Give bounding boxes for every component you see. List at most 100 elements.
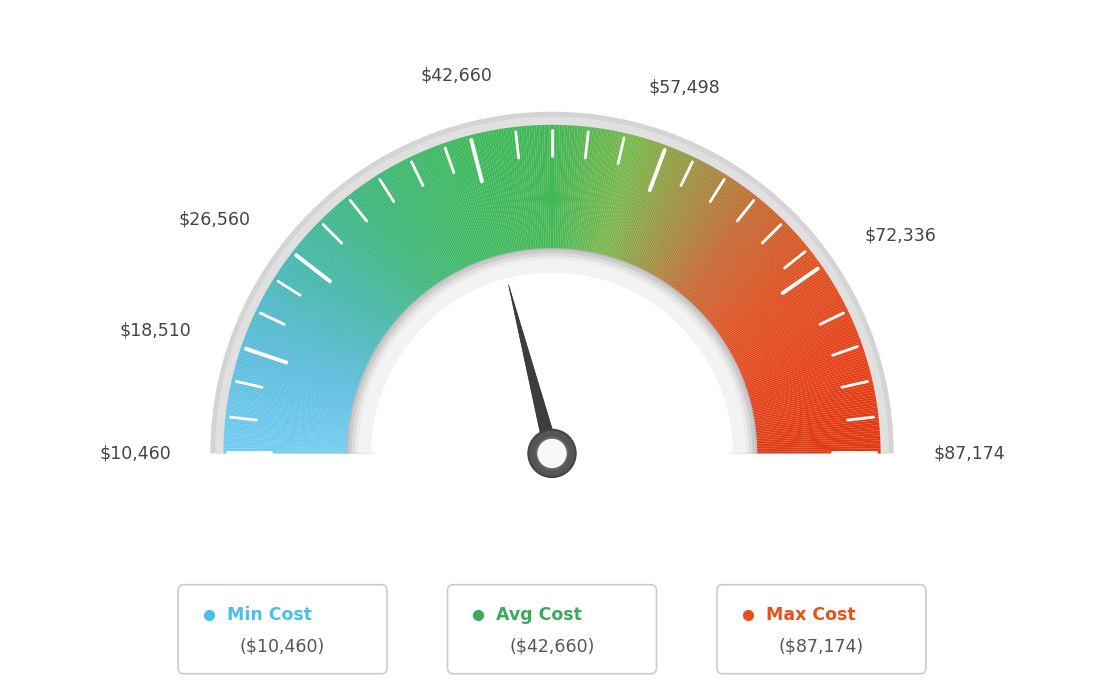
Wedge shape <box>682 200 764 297</box>
Wedge shape <box>251 321 365 373</box>
Wedge shape <box>729 290 839 354</box>
Wedge shape <box>701 230 795 316</box>
Wedge shape <box>751 384 873 412</box>
Circle shape <box>529 430 575 477</box>
Wedge shape <box>516 126 531 251</box>
Wedge shape <box>503 128 523 252</box>
Wedge shape <box>753 395 875 418</box>
Wedge shape <box>531 126 541 250</box>
Text: $57,498: $57,498 <box>649 78 721 96</box>
Wedge shape <box>374 176 443 282</box>
Wedge shape <box>550 125 552 250</box>
Wedge shape <box>692 216 781 307</box>
Wedge shape <box>730 293 840 355</box>
Wedge shape <box>379 173 446 281</box>
Wedge shape <box>637 155 692 269</box>
Wedge shape <box>290 252 391 330</box>
Wedge shape <box>749 369 870 403</box>
Wedge shape <box>436 145 481 263</box>
Text: $26,560: $26,560 <box>179 211 251 229</box>
Wedge shape <box>743 337 860 383</box>
Wedge shape <box>680 199 762 297</box>
Wedge shape <box>635 153 687 268</box>
Wedge shape <box>337 204 420 299</box>
Wedge shape <box>626 147 673 264</box>
Wedge shape <box>331 208 416 303</box>
Wedge shape <box>361 185 435 288</box>
Wedge shape <box>224 431 349 441</box>
Wedge shape <box>231 384 353 412</box>
Wedge shape <box>710 246 808 326</box>
Wedge shape <box>661 176 730 282</box>
Wedge shape <box>470 135 503 256</box>
Wedge shape <box>593 132 622 255</box>
Text: Max Cost: Max Cost <box>765 607 856 624</box>
Wedge shape <box>755 428 880 439</box>
Wedge shape <box>611 139 649 259</box>
Wedge shape <box>286 258 389 334</box>
Wedge shape <box>455 139 493 259</box>
Wedge shape <box>241 347 359 389</box>
Wedge shape <box>227 397 351 420</box>
Wedge shape <box>689 210 775 304</box>
Wedge shape <box>679 197 760 295</box>
Wedge shape <box>300 240 397 322</box>
Wedge shape <box>755 431 880 441</box>
Wedge shape <box>601 135 634 256</box>
Wedge shape <box>215 117 889 453</box>
Wedge shape <box>607 137 644 258</box>
Wedge shape <box>320 219 410 309</box>
Wedge shape <box>655 169 720 278</box>
Wedge shape <box>649 164 710 275</box>
Wedge shape <box>734 306 847 364</box>
Wedge shape <box>521 126 534 250</box>
Wedge shape <box>676 193 753 293</box>
Wedge shape <box>420 152 471 267</box>
Wedge shape <box>628 149 678 265</box>
Wedge shape <box>559 125 565 250</box>
Wedge shape <box>233 372 354 404</box>
Wedge shape <box>563 126 573 250</box>
Wedge shape <box>702 233 797 317</box>
Wedge shape <box>688 208 773 303</box>
Wedge shape <box>476 133 506 255</box>
Wedge shape <box>351 193 428 293</box>
Wedge shape <box>256 309 369 365</box>
Wedge shape <box>229 392 352 417</box>
FancyBboxPatch shape <box>716 584 926 673</box>
Wedge shape <box>612 139 651 259</box>
Wedge shape <box>210 112 894 453</box>
Wedge shape <box>309 230 403 316</box>
Wedge shape <box>581 128 601 252</box>
Wedge shape <box>279 268 383 340</box>
Wedge shape <box>753 400 877 422</box>
Wedge shape <box>668 183 741 287</box>
Wedge shape <box>729 288 838 353</box>
Wedge shape <box>721 271 827 342</box>
Wedge shape <box>747 362 868 398</box>
Wedge shape <box>226 407 350 426</box>
Wedge shape <box>595 132 624 255</box>
Wedge shape <box>347 195 426 295</box>
Wedge shape <box>312 226 404 314</box>
Wedge shape <box>726 284 835 350</box>
Wedge shape <box>744 342 862 386</box>
Wedge shape <box>684 204 767 299</box>
Wedge shape <box>704 236 800 320</box>
Text: ($10,460): ($10,460) <box>240 637 326 656</box>
Wedge shape <box>465 136 500 257</box>
Wedge shape <box>288 256 389 333</box>
Wedge shape <box>553 125 558 250</box>
Wedge shape <box>506 128 524 252</box>
Wedge shape <box>592 131 618 254</box>
Wedge shape <box>755 446 881 451</box>
Wedge shape <box>735 309 848 365</box>
Wedge shape <box>713 252 814 330</box>
Wedge shape <box>651 167 714 277</box>
Wedge shape <box>728 286 836 351</box>
Wedge shape <box>576 127 593 251</box>
Wedge shape <box>739 321 853 373</box>
Wedge shape <box>750 372 871 404</box>
Wedge shape <box>224 428 349 439</box>
Wedge shape <box>223 451 348 453</box>
